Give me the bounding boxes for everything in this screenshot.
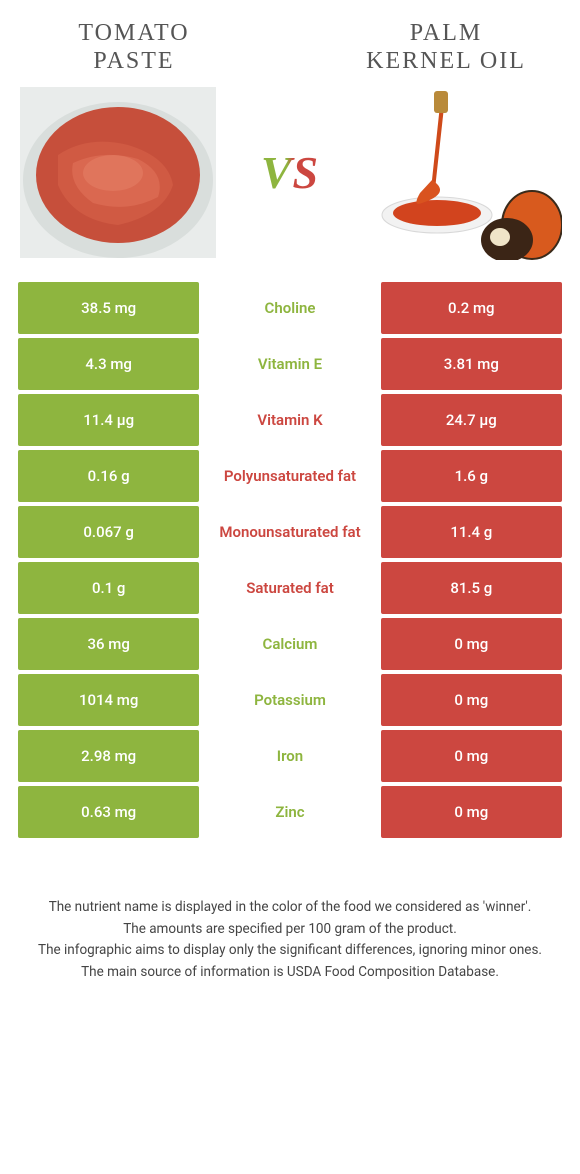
right-value-cell: 81.5 g [381, 562, 562, 614]
vs-label: VS [261, 146, 319, 199]
footer-line: The main source of information is USDA F… [24, 963, 556, 983]
infographic-container: Tomato paste Palm kernel oil VS [0, 0, 580, 1014]
table-row: 11.4 µgVitamin K24.7 µg [18, 394, 562, 446]
table-row: 36 mgCalcium0 mg [18, 618, 562, 670]
left-value-cell: 11.4 µg [18, 394, 199, 446]
right-value-cell: 0.2 mg [381, 282, 562, 334]
right-value-cell: 3.81 mg [381, 338, 562, 390]
table-row: 2.98 mgIron0 mg [18, 730, 562, 782]
right-value-cell: 24.7 µg [381, 394, 562, 446]
table-row: 0.63 mgZinc0 mg [18, 786, 562, 838]
right-value-cell: 1.6 g [381, 450, 562, 502]
left-value-cell: 0.067 g [18, 506, 199, 558]
nutrient-name-cell: Calcium [199, 618, 380, 670]
food-right-image [362, 85, 562, 260]
nutrient-name-cell: Saturated fat [199, 562, 380, 614]
food-left-image [18, 85, 218, 260]
food-left-title-line2: paste [93, 48, 174, 74]
nutrient-name-cell: Potassium [199, 674, 380, 726]
left-value-cell: 38.5 mg [18, 282, 199, 334]
footer-line: The infographic aims to display only the… [24, 941, 556, 961]
nutrient-name-cell: Vitamin K [199, 394, 380, 446]
left-value-cell: 4.3 mg [18, 338, 199, 390]
nutrient-name-cell: Choline [199, 282, 380, 334]
left-value-cell: 36 mg [18, 618, 199, 670]
nutrient-name-cell: Zinc [199, 786, 380, 838]
table-row: 1014 mgPotassium0 mg [18, 674, 562, 726]
left-value-cell: 0.63 mg [18, 786, 199, 838]
nutrient-name-cell: Polyunsaturated fat [199, 450, 380, 502]
left-value-cell: 2.98 mg [18, 730, 199, 782]
left-value-cell: 1014 mg [18, 674, 199, 726]
table-row: 38.5 mgCholine0.2 mg [18, 282, 562, 334]
food-left-title: Tomato paste [18, 20, 250, 75]
food-right-title-line1: Palm [410, 20, 482, 46]
food-left-title-line1: Tomato [78, 20, 189, 46]
right-value-cell: 0 mg [381, 786, 562, 838]
table-row: 4.3 mgVitamin E3.81 mg [18, 338, 562, 390]
titles-row: Tomato paste Palm kernel oil [18, 20, 562, 75]
food-right-title: Palm kernel oil [330, 20, 562, 75]
right-value-cell: 0 mg [381, 674, 562, 726]
footer-line: The nutrient name is displayed in the co… [24, 898, 556, 918]
nutrient-name-cell: Iron [199, 730, 380, 782]
right-value-cell: 0 mg [381, 730, 562, 782]
table-row: 0.1 gSaturated fat81.5 g [18, 562, 562, 614]
food-right-title-line2: kernel oil [366, 48, 526, 74]
footer-notes: The nutrient name is displayed in the co… [18, 898, 562, 982]
right-value-cell: 0 mg [381, 618, 562, 670]
right-value-cell: 11.4 g [381, 506, 562, 558]
left-value-cell: 0.16 g [18, 450, 199, 502]
footer-line: The amounts are specified per 100 gram o… [24, 920, 556, 940]
table-row: 0.16 gPolyunsaturated fat1.6 g [18, 450, 562, 502]
nutrient-name-cell: Vitamin E [199, 338, 380, 390]
table-row: 0.067 gMonounsaturated fat11.4 g [18, 506, 562, 558]
left-value-cell: 0.1 g [18, 562, 199, 614]
images-row: VS [18, 85, 562, 260]
nutrient-table: 38.5 mgCholine0.2 mg4.3 mgVitamin E3.81 … [18, 282, 562, 838]
nutrient-name-cell: Monounsaturated fat [199, 506, 380, 558]
